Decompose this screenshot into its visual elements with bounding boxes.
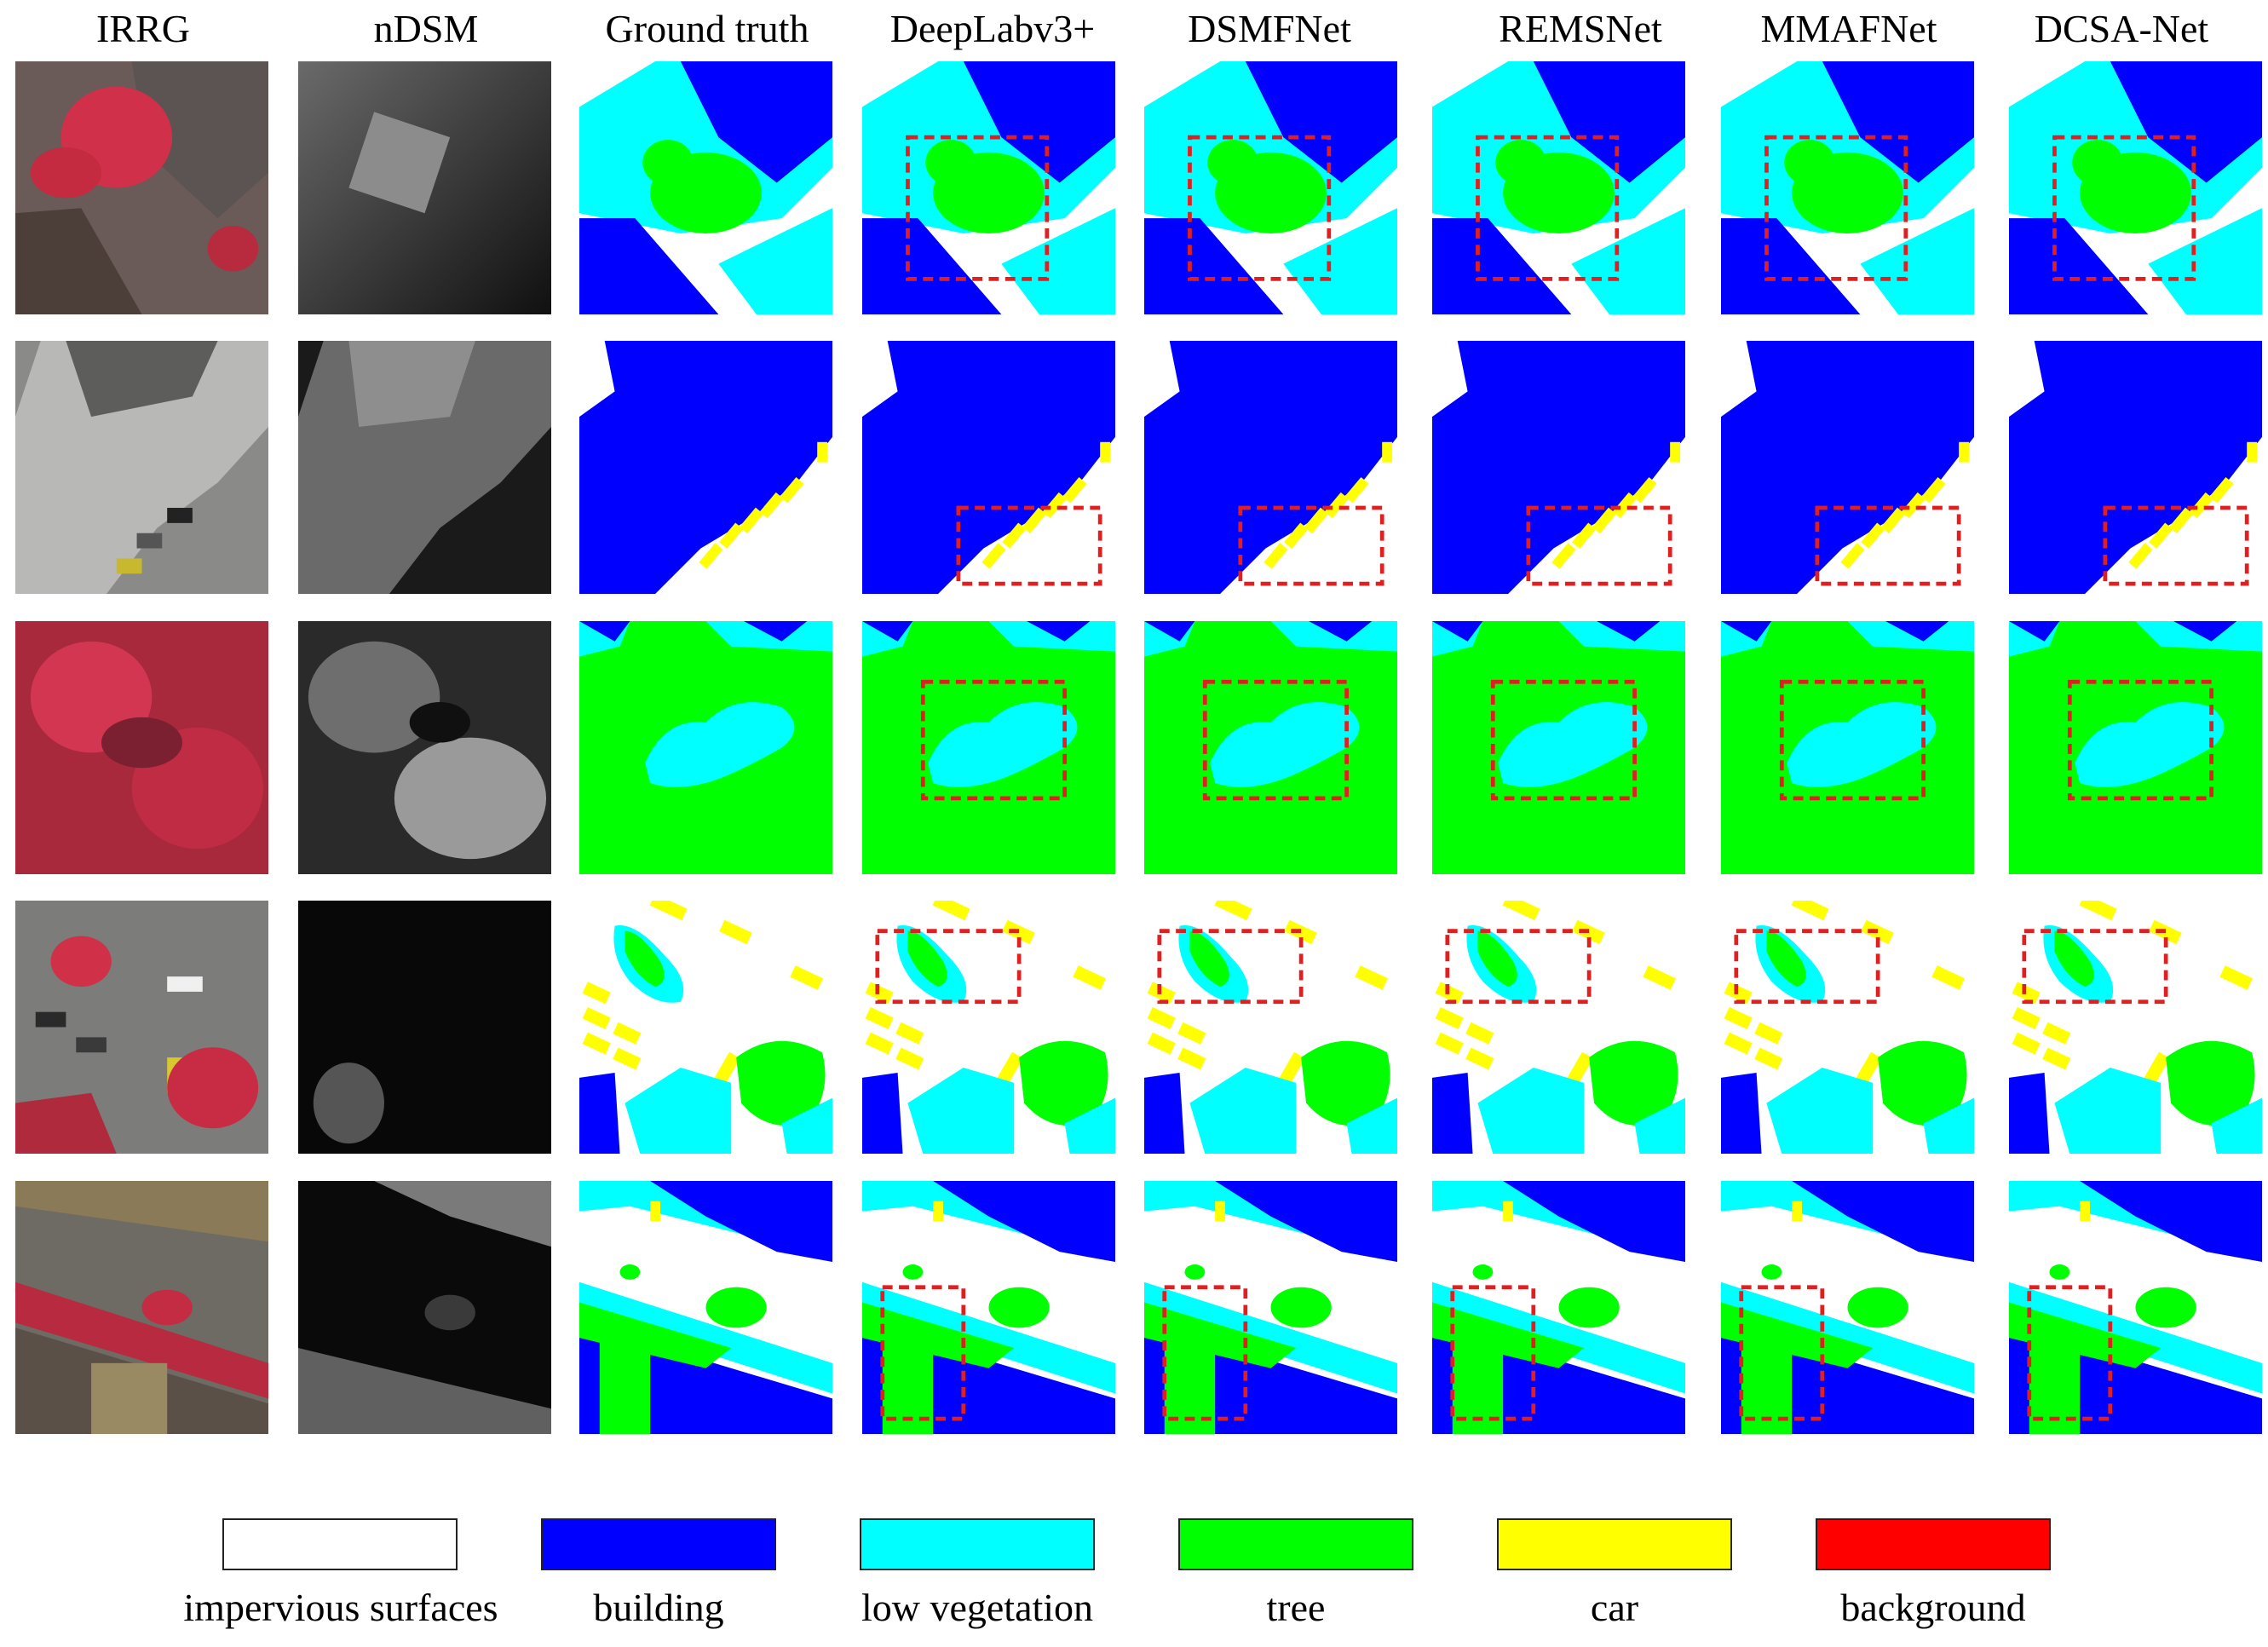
tile-row2-ndsm [298, 341, 551, 594]
highlight-box [1476, 135, 1620, 281]
highlight-box [1490, 679, 1637, 801]
highlight-box [875, 929, 1022, 1005]
tile-row4-deeplabv3plus [862, 901, 1115, 1154]
highlight-box [1779, 679, 1925, 801]
tile-row5-dcsanet [2009, 1181, 2262, 1434]
legend-swatch-car [1497, 1518, 1732, 1570]
tile-row5-mmafnet [1721, 1181, 1974, 1434]
legend-label-background: background [1840, 1586, 2026, 1629]
tile-row5-dsmfnet [1144, 1181, 1397, 1434]
tile-row4-mmafnet [1721, 901, 1974, 1154]
highlight-box [1734, 929, 1880, 1005]
tile-row5-deeplabv3plus [862, 1181, 1115, 1434]
tile-row3-remsnet [1432, 621, 1685, 874]
tile-row5-remsnet [1432, 1181, 1685, 1434]
highlight-box [880, 1285, 966, 1421]
legend-label-car: car [1590, 1586, 1639, 1629]
tile-row2-dcsanet [2009, 341, 2262, 594]
col-header-ndsm: nDSM [373, 7, 479, 50]
legend-swatch-building [541, 1518, 776, 1570]
legend-label-building: building [593, 1586, 724, 1629]
highlight-box [1450, 1285, 1536, 1421]
tile-row1-dcsanet [2009, 61, 2262, 314]
tile-row2-ground-truth [579, 341, 832, 594]
col-header-dcsanet: DCSA-Net [2034, 7, 2209, 50]
col-header-dsmfnet: DSMFNet [1188, 7, 1351, 50]
legend-label-low-vegetation: low vegetation [861, 1586, 1094, 1629]
tile-row3-ndsm [298, 621, 551, 874]
highlight-box [1238, 505, 1384, 586]
tile-row1-remsnet [1432, 61, 1685, 314]
legend-label-tree: tree [1266, 1586, 1326, 1629]
tile-row1-dsmfnet [1144, 61, 1397, 314]
legend-label-impervious-surfaces: impervious surfaces [183, 1586, 498, 1629]
col-header-deeplabv3plus: DeepLabv3+ [889, 7, 1096, 50]
legend-swatch-tree [1178, 1518, 1413, 1570]
highlight-box [1764, 135, 1908, 281]
tile-row5-irrg [15, 1181, 268, 1434]
highlight-box [906, 135, 1050, 281]
highlight-box [2052, 135, 2196, 281]
highlight-box [956, 505, 1102, 586]
highlight-box [920, 679, 1067, 801]
tile-row1-deeplabv3plus [862, 61, 1115, 314]
tile-row3-ground-truth [579, 621, 832, 874]
highlight-box [1162, 1285, 1248, 1421]
tile-row2-dsmfnet [1144, 341, 1397, 594]
highlight-box [2022, 929, 2168, 1005]
tile-row2-irrg [15, 341, 268, 594]
tile-row3-mmafnet [1721, 621, 1974, 874]
tile-row3-deeplabv3plus [862, 621, 1115, 874]
tile-row4-dcsanet [2009, 901, 2262, 1154]
tile-row3-dcsanet [2009, 621, 2262, 874]
highlight-box [2067, 679, 2213, 801]
col-header-mmafnet: MMAFNet [1760, 7, 1937, 50]
legend-swatch-impervious-surfaces [222, 1518, 458, 1570]
highlight-box [2027, 1285, 2113, 1421]
col-header-ground-truth: Ground truth [605, 7, 809, 50]
highlight-box [1445, 929, 1592, 1005]
tile-row2-mmafnet [1721, 341, 1974, 594]
tile-row5-ground-truth [579, 1181, 832, 1434]
highlight-box [1815, 505, 1961, 586]
tile-row2-deeplabv3plus [862, 341, 1115, 594]
tile-row4-irrg [15, 901, 268, 1154]
highlight-box [2103, 505, 2249, 586]
tile-row1-irrg [15, 61, 268, 314]
tile-row3-dsmfnet [1144, 621, 1397, 874]
tile-row4-remsnet [1432, 901, 1685, 1154]
legend-swatch-background [1816, 1518, 2051, 1570]
highlight-box [1157, 929, 1304, 1005]
highlight-box [1188, 135, 1332, 281]
tile-row1-mmafnet [1721, 61, 1974, 314]
tile-row4-ndsm [298, 901, 551, 1154]
tile-row5-ndsm [298, 1181, 551, 1434]
tile-row4-ground-truth [579, 901, 832, 1154]
col-header-remsnet: REMSNet [1499, 7, 1662, 50]
legend-swatch-low-vegetation [860, 1518, 1095, 1570]
tile-row4-dsmfnet [1144, 901, 1397, 1154]
highlight-box [1526, 505, 1672, 586]
tile-row1-ground-truth [579, 61, 832, 314]
tile-row1-ndsm [298, 61, 551, 314]
tile-row2-remsnet [1432, 341, 1685, 594]
highlight-box [1202, 679, 1349, 801]
highlight-box [1739, 1285, 1825, 1421]
col-header-irrg: IRRG [96, 7, 190, 50]
tile-row3-irrg [15, 621, 268, 874]
